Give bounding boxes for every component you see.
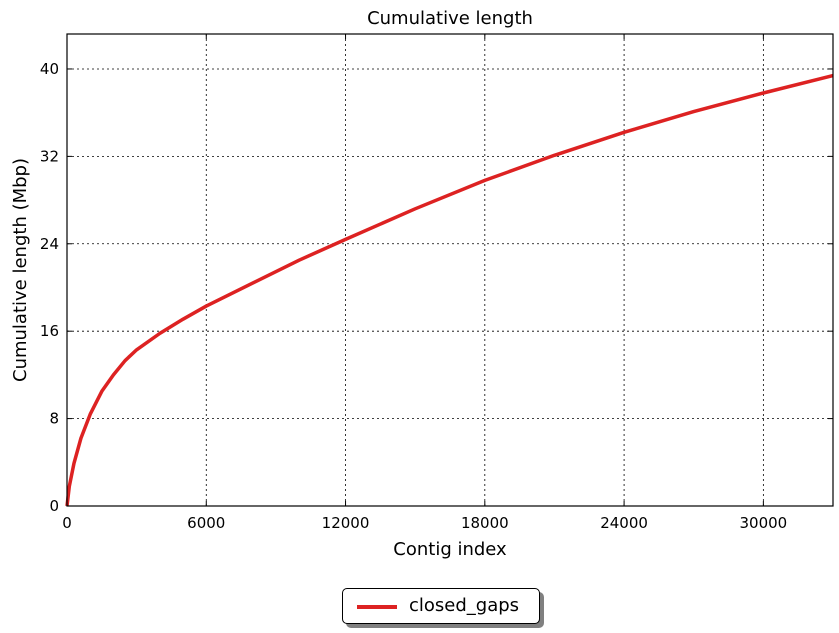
y-tick-label: 8 xyxy=(49,410,59,428)
x-tick-label: 24000 xyxy=(600,514,648,532)
plot-area xyxy=(67,34,833,506)
x-tick-label: 12000 xyxy=(322,514,370,532)
series-layer xyxy=(65,73,834,507)
x-axis-label: Contig index xyxy=(393,539,507,560)
x-tick-label: 30000 xyxy=(740,514,788,532)
chart-title: Cumulative length xyxy=(367,8,533,29)
x-tick-label: 0 xyxy=(62,514,72,532)
grid xyxy=(67,34,833,506)
y-tick-label: 40 xyxy=(40,60,59,78)
y-tick-label: 24 xyxy=(40,235,59,253)
ticks: 0 6000 12000 18000 24000 30000 0 8 16 24 32 40 xyxy=(40,34,833,532)
x-tick-label: 6000 xyxy=(187,514,225,532)
y-axis-label: Cumulative length (Mbp) xyxy=(10,158,31,382)
y-tick-label: 16 xyxy=(40,322,59,340)
legend-swatch xyxy=(357,605,397,609)
legend: closed_gaps xyxy=(342,588,540,624)
x-tick-label: 18000 xyxy=(461,514,509,532)
series-line-closed_gaps xyxy=(65,73,834,507)
plot-frame xyxy=(66,33,834,507)
y-tick-label: 32 xyxy=(40,147,59,165)
y-tick-label: 0 xyxy=(49,497,59,515)
legend-label: closed_gaps xyxy=(409,595,520,616)
